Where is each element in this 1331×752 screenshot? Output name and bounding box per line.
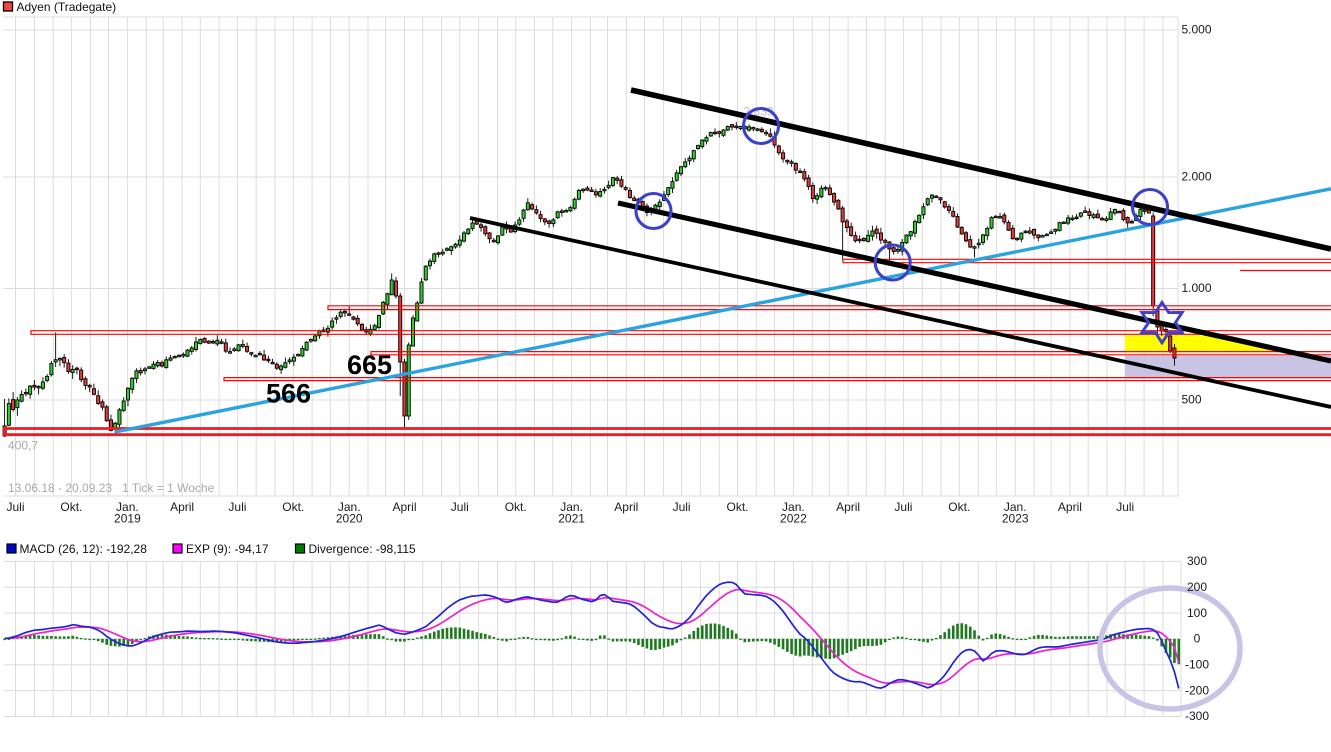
- svg-text:Juli: Juli: [6, 500, 24, 514]
- svg-text:Okt.: Okt.: [60, 500, 82, 514]
- svg-text:April: April: [170, 500, 194, 514]
- svg-text:500: 500: [1182, 393, 1202, 407]
- svg-text:Jan.: Jan.: [116, 500, 139, 514]
- svg-text:April: April: [836, 500, 860, 514]
- svg-text:400,7: 400,7: [8, 439, 38, 453]
- svg-text:2021: 2021: [558, 512, 585, 526]
- svg-text:5.000: 5.000: [1182, 23, 1212, 37]
- svg-text:Divergence: -98,115: Divergence: -98,115: [309, 542, 417, 556]
- svg-text:April: April: [614, 500, 638, 514]
- svg-text:Jan.: Jan.: [338, 500, 361, 514]
- svg-text:665: 665: [347, 350, 392, 380]
- svg-text:Juli: Juli: [228, 500, 246, 514]
- svg-text:-200: -200: [1185, 683, 1209, 697]
- svg-text:2019: 2019: [114, 512, 141, 526]
- svg-text:0: 0: [1194, 632, 1201, 646]
- svg-text:-100: -100: [1185, 657, 1209, 671]
- svg-text:Juli: Juli: [894, 500, 912, 514]
- svg-text:566: 566: [266, 379, 311, 409]
- svg-text:Okt.: Okt.: [948, 500, 970, 514]
- svg-text:2.000: 2.000: [1182, 170, 1212, 184]
- svg-text:Jan.: Jan.: [1004, 500, 1027, 514]
- svg-text:MACD (26, 12): -192,28: MACD (26, 12): -192,28: [20, 542, 148, 556]
- svg-text:Juli: Juli: [673, 500, 691, 514]
- svg-text:300: 300: [1187, 554, 1207, 568]
- svg-text:Okt.: Okt.: [726, 500, 748, 514]
- svg-text:Jan.: Jan.: [782, 500, 805, 514]
- svg-text:200: 200: [1187, 580, 1207, 594]
- svg-text:Adyen (Tradegate): Adyen (Tradegate): [17, 0, 117, 14]
- svg-text:2023: 2023: [1002, 512, 1029, 526]
- svg-text:1.000: 1.000: [1182, 281, 1212, 295]
- svg-text:Juli: Juli: [1116, 500, 1134, 514]
- svg-text:Juli: Juli: [451, 500, 469, 514]
- svg-text:April: April: [1058, 500, 1082, 514]
- svg-text:Jan.: Jan.: [560, 500, 583, 514]
- svg-text:-300: -300: [1185, 709, 1209, 723]
- svg-text:April: April: [392, 500, 416, 514]
- svg-text:100: 100: [1187, 606, 1207, 620]
- svg-text:2020: 2020: [336, 512, 363, 526]
- svg-text:Okt.: Okt.: [505, 500, 527, 514]
- svg-text:13.06.18 - 20.09.23 1 Tick =: 13.06.18 - 20.09.23 1 Tick = 1 Woche: [8, 481, 215, 495]
- svg-text:Okt.: Okt.: [282, 500, 304, 514]
- svg-text:EXP (9): -94,17: EXP (9): -94,17: [186, 542, 269, 556]
- svg-text:2022: 2022: [780, 512, 807, 526]
